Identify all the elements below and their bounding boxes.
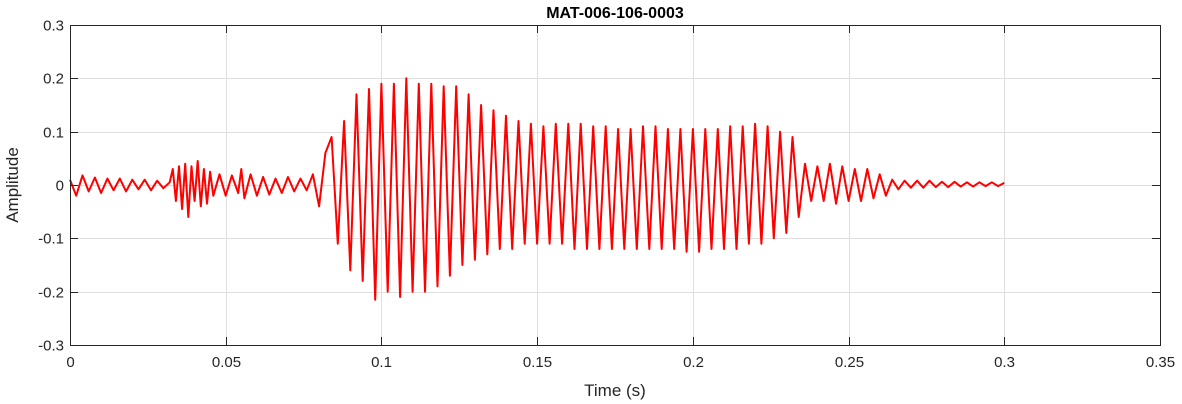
y-tick-label: 0.2 — [43, 71, 64, 88]
y-axis-label: Amplitude — [3, 147, 22, 223]
x-tick-label: 0.35 — [1146, 354, 1175, 371]
chart-title: MAT-006-106-0003 — [546, 5, 684, 22]
x-tick-label: 0.2 — [683, 354, 704, 371]
y-tick-label: -0.3 — [38, 338, 64, 355]
x-tick-label: 0 — [66, 354, 74, 371]
x-tick-label: 0.1 — [371, 354, 392, 371]
y-tick-label: -0.1 — [38, 231, 64, 248]
ticks: 0 0.05 0.1 0.15 0.2 0.25 0.3 0.35 -0.3 -0.2 -0.1 0 0… — [38, 18, 1175, 372]
x-tick-label: 0.05 — [212, 354, 241, 371]
y-tick-label: -0.2 — [38, 285, 64, 302]
x-tick-label: 0.3 — [994, 354, 1015, 371]
x-axis-label: Time (s) — [584, 381, 646, 400]
y-tick-label: 0.1 — [43, 125, 64, 142]
series-layer — [69, 77, 1005, 301]
x-tick-label: 0.15 — [523, 354, 552, 371]
grid-lines — [70, 25, 1161, 346]
x-tick-label: 0.25 — [835, 354, 864, 371]
series-line — [69, 77, 1005, 301]
y-tick-label: 0.3 — [43, 18, 64, 35]
y-tick-label: 0 — [56, 178, 64, 195]
